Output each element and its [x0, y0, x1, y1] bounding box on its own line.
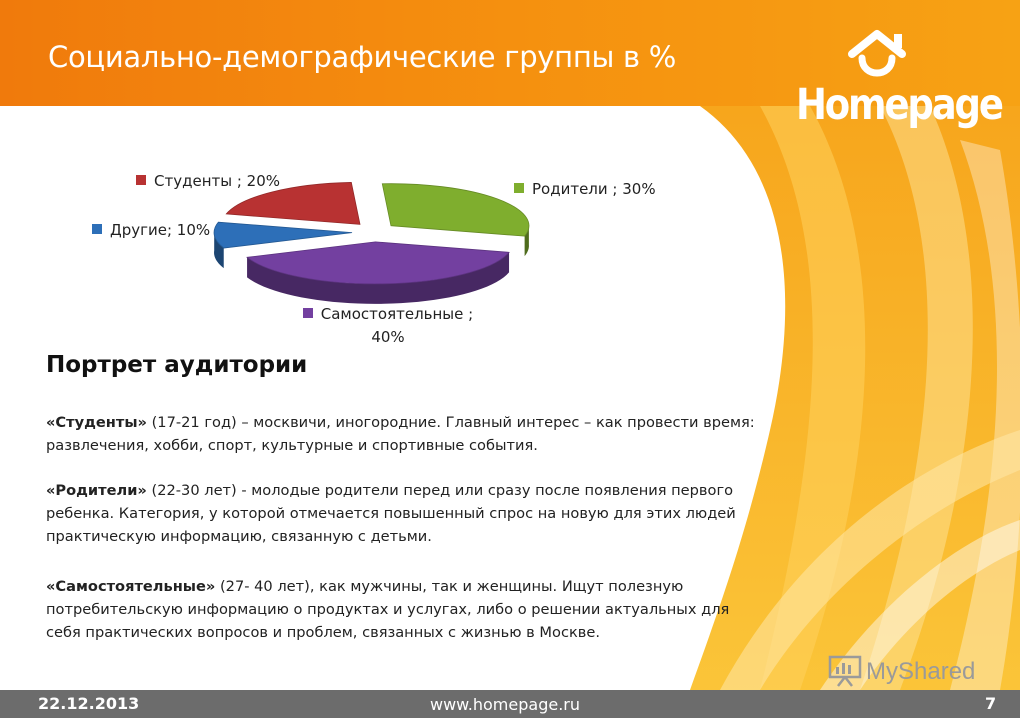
footer-date: 22.12.2013 [38, 694, 140, 713]
house-roof-icon [848, 30, 906, 77]
slide-footer: 22.12.2013 www.homepage.ru 7 [0, 690, 1020, 718]
logo-text: Homepage [796, 80, 1004, 130]
page-number: 7 [985, 694, 997, 713]
presentation-icon [828, 655, 862, 687]
portrait-heading: Портрет аудитории [46, 352, 308, 378]
group-name-independent: «Самостоятельные» [46, 578, 216, 595]
homepage-logo: Homepage [790, 28, 1004, 138]
paragraph-independent: «Самостоятельные» (27- 40 лет), как мужч… [46, 575, 766, 644]
group-name-parents: «Родители» [46, 482, 147, 499]
group-name-students: «Студенты» [46, 414, 147, 431]
footer-url[interactable]: www.homepage.ru [430, 695, 580, 714]
group-text-parents: (22-30 лет) - молодые родители перед или… [46, 482, 736, 545]
paragraph-students: «Студенты» (17-21 год) – москвичи, иного… [46, 411, 766, 457]
group-text-students: (17-21 год) – москвичи, иногородние. Гла… [46, 414, 755, 454]
slide-title: Социально-демографические группы в % [48, 40, 676, 74]
paragraph-parents: «Родители» (22-30 лет) - молодые родител… [46, 479, 766, 548]
watermark-text: MyShared [866, 658, 976, 685]
group-text-independent: (27- 40 лет), как мужчины, так и женщины… [46, 578, 730, 641]
